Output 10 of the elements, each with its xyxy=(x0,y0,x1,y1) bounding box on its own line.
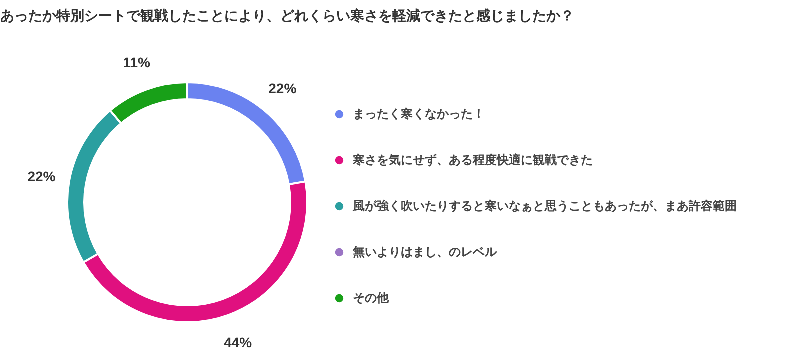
chart-title: あったか特別シートで観戦したことにより、どれくらい寒さを軽減できたと感じましたか？ xyxy=(0,8,574,24)
data-label: 22% xyxy=(28,168,56,185)
legend-label: まったく寒くなかった！ xyxy=(353,106,485,122)
legend-label: 風が強く吹いたりすると寒いなぁと思うこともあったが、まあ許容範囲 xyxy=(353,198,737,214)
legend-label: 寒さを気にせず、ある程度快適に観戦できた xyxy=(353,152,593,168)
legend-label: その他 xyxy=(353,290,389,306)
data-label: 11% xyxy=(123,54,152,71)
data-label: 44% xyxy=(224,334,253,350)
data-label: 22% xyxy=(268,80,298,96)
legend-label: 無いよりはまし、のレベル xyxy=(353,244,497,260)
